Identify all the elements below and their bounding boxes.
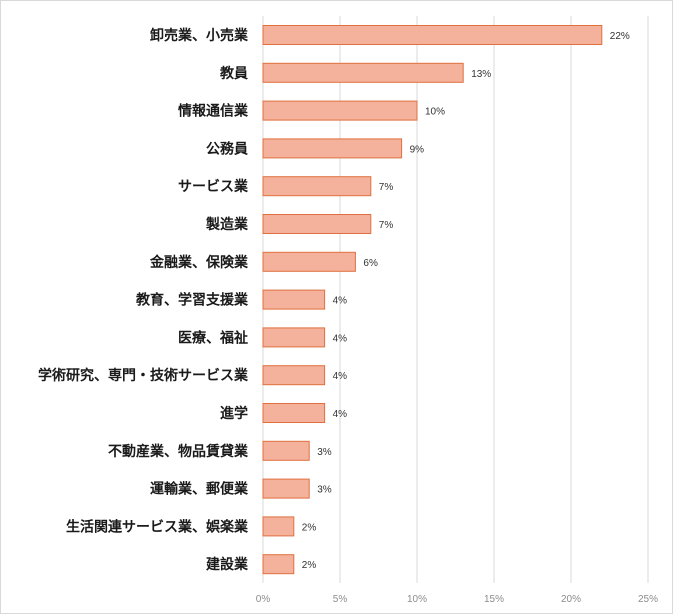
category-label: 教育、学習支援業 bbox=[136, 292, 249, 309]
bar bbox=[262, 214, 372, 234]
category-label: 生活関連サービス業、娯楽業 bbox=[66, 518, 249, 535]
data-label: 10% bbox=[425, 107, 445, 118]
data-label: 4% bbox=[333, 296, 348, 307]
data-label: 7% bbox=[379, 220, 394, 231]
category-label: 不動産業、物品賃貸業 bbox=[108, 443, 249, 460]
bar bbox=[262, 289, 326, 310]
bar bbox=[262, 327, 326, 348]
data-label: 3% bbox=[317, 485, 332, 496]
data-label: 7% bbox=[379, 182, 394, 193]
x-tick-label: 5% bbox=[333, 594, 348, 605]
bar bbox=[262, 25, 603, 45]
data-label: 9% bbox=[410, 144, 425, 155]
data-label: 22% bbox=[610, 31, 630, 42]
data-label: 6% bbox=[363, 258, 378, 269]
x-tick-label: 25% bbox=[638, 594, 658, 605]
category-label: 建設業 bbox=[206, 556, 249, 573]
bar bbox=[262, 176, 372, 197]
data-label: 13% bbox=[471, 69, 491, 80]
category-label: サービス業 bbox=[178, 178, 249, 195]
bar bbox=[262, 62, 464, 83]
category-label: 進学 bbox=[220, 405, 248, 422]
data-label: 4% bbox=[333, 409, 348, 420]
category-label: 卸売業、小売業 bbox=[150, 27, 249, 44]
category-label: 情報通信業 bbox=[178, 103, 249, 120]
bar bbox=[262, 478, 310, 499]
data-label: 4% bbox=[333, 371, 348, 382]
bar bbox=[262, 251, 356, 272]
category-label: 教員 bbox=[220, 65, 248, 82]
x-tick-label: 10% bbox=[407, 594, 427, 605]
x-tick-label: 15% bbox=[484, 594, 504, 605]
x-tick-label: 20% bbox=[561, 594, 581, 605]
category-label: 学術研究、専門・技術サービス業 bbox=[38, 367, 249, 384]
bar bbox=[262, 516, 295, 537]
bar bbox=[262, 440, 310, 461]
data-label: 2% bbox=[302, 560, 317, 571]
category-label: 公務員 bbox=[206, 140, 248, 157]
bar bbox=[262, 403, 326, 423]
data-label: 3% bbox=[317, 447, 332, 458]
bar bbox=[262, 554, 295, 575]
bar bbox=[262, 365, 326, 386]
bar bbox=[262, 138, 403, 159]
bar bbox=[262, 100, 418, 121]
category-label: 医療、福祉 bbox=[178, 329, 248, 346]
x-tick-label: 0% bbox=[256, 594, 271, 605]
category-label: 製造業 bbox=[205, 216, 249, 233]
data-label: 2% bbox=[302, 522, 317, 533]
data-label: 4% bbox=[333, 333, 348, 344]
category-label: 金融業、保険業 bbox=[149, 254, 249, 271]
category-label: 運輸業、郵便業 bbox=[150, 481, 249, 498]
